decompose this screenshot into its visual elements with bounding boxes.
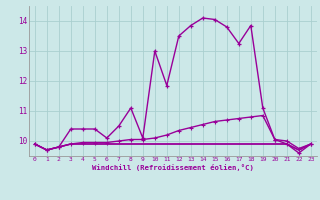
X-axis label: Windchill (Refroidissement éolien,°C): Windchill (Refroidissement éolien,°C)	[92, 164, 254, 171]
